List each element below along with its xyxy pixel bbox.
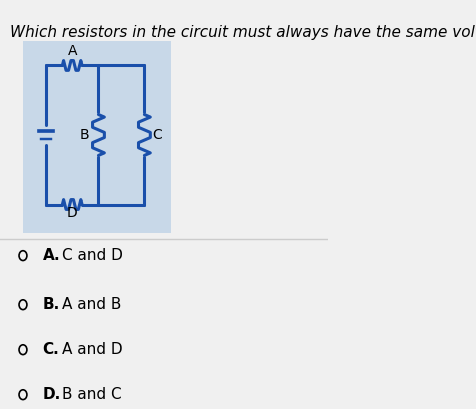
Text: C.: C. <box>42 342 60 357</box>
Text: C and D: C and D <box>62 248 123 263</box>
Text: A and D: A and D <box>62 342 123 357</box>
FancyBboxPatch shape <box>23 41 170 233</box>
Text: D: D <box>67 206 78 220</box>
Text: B.: B. <box>42 297 60 312</box>
Text: A and B: A and B <box>62 297 121 312</box>
Text: A.: A. <box>42 248 60 263</box>
Text: C: C <box>152 128 162 142</box>
Text: B: B <box>79 128 89 142</box>
Text: Which resistors in the circuit must always have the same voltage?: Which resistors in the circuit must alwa… <box>10 25 476 40</box>
Text: A: A <box>67 44 77 58</box>
Text: D.: D. <box>42 387 61 402</box>
Text: B and C: B and C <box>62 387 122 402</box>
